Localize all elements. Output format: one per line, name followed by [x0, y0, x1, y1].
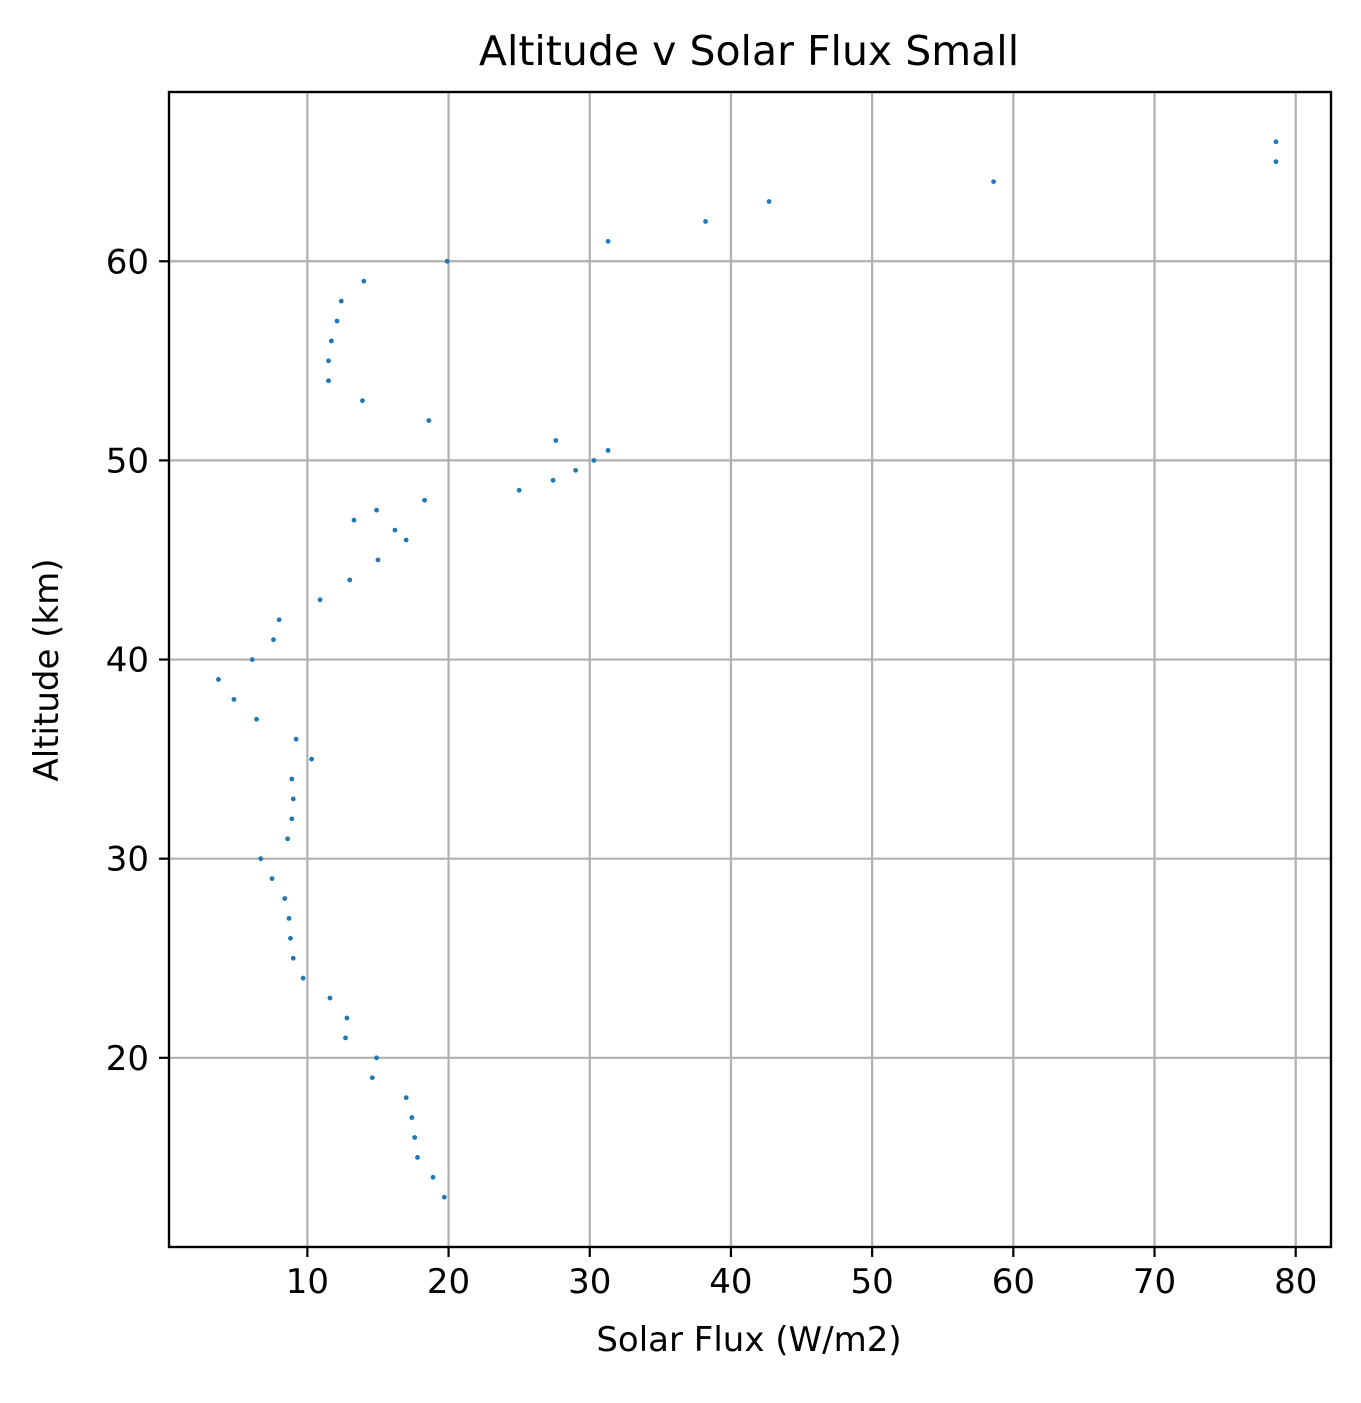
data-point [326, 378, 331, 384]
data-point [249, 657, 255, 662]
data-point [605, 448, 611, 453]
data-point [369, 1075, 375, 1081]
y-tick-label: 30 [106, 840, 149, 880]
data-point [422, 497, 427, 503]
data-point [231, 696, 237, 702]
data-point [293, 736, 299, 742]
grid-lines [169, 92, 1331, 1247]
data-point [766, 199, 772, 204]
data-point [282, 896, 288, 901]
data-point [403, 1095, 409, 1101]
x-tick-label: 10 [286, 1262, 329, 1302]
data-point [269, 876, 275, 881]
axis-ticks: 10 20 30 40 50 60 70 80 20 30 40 50 60 [106, 242, 1318, 1302]
data-point [276, 617, 282, 623]
data-point [392, 527, 398, 533]
data-point [254, 716, 259, 722]
data-point [375, 557, 381, 563]
data-point [550, 477, 556, 483]
y-tick-label: 50 [106, 441, 149, 481]
data-point [300, 975, 306, 981]
data-point [317, 597, 323, 603]
x-tick-label: 70 [1133, 1262, 1176, 1302]
data-point [344, 1015, 350, 1021]
data-point [430, 1174, 436, 1180]
data-point [289, 816, 295, 822]
data-point [334, 318, 340, 324]
plot-frame [167, 90, 1333, 1249]
data-point [290, 955, 296, 961]
data-point [285, 836, 291, 842]
data-point [1273, 139, 1279, 145]
data-point [409, 1115, 415, 1120]
data-point [444, 258, 450, 264]
data-point [415, 1154, 420, 1160]
data-point [991, 179, 996, 185]
data-point [347, 577, 353, 583]
data-points [216, 139, 1279, 1200]
data-point [328, 338, 334, 344]
y-tick-label: 40 [106, 641, 149, 681]
data-point [216, 677, 221, 682]
y-axis-label: Altitude (km) [27, 558, 67, 781]
data-point [326, 358, 331, 364]
x-tick-label: 40 [709, 1262, 752, 1302]
data-point [703, 219, 708, 224]
data-point [1273, 159, 1279, 165]
data-point [412, 1135, 418, 1140]
y-tick-label: 60 [106, 242, 149, 282]
data-point [286, 916, 292, 921]
data-point [258, 856, 264, 862]
data-point [351, 517, 357, 523]
data-point [553, 438, 559, 443]
data-point [605, 238, 611, 244]
chart-title: Altitude v Solar Flux Small [479, 27, 1019, 75]
x-tick-label: 30 [568, 1262, 611, 1302]
x-tick-label: 20 [427, 1262, 470, 1302]
data-point [289, 776, 295, 782]
data-point [343, 1035, 348, 1041]
data-point [290, 796, 296, 802]
data-point [516, 487, 522, 493]
data-point [288, 935, 293, 941]
data-point [361, 278, 367, 284]
x-tick-label: 60 [992, 1262, 1035, 1302]
data-point [327, 995, 333, 1001]
data-point [374, 507, 379, 513]
data-point [338, 298, 344, 304]
data-point [573, 467, 579, 473]
x-tick-label: 80 [1274, 1262, 1317, 1302]
data-point [271, 637, 276, 643]
x-tick-label: 50 [850, 1262, 893, 1302]
x-axis-label: Solar Flux (W/m2) [596, 1320, 901, 1360]
data-point [441, 1194, 447, 1200]
data-point [309, 756, 315, 762]
y-tick-label: 20 [106, 1039, 149, 1079]
data-point [426, 418, 432, 423]
data-point [591, 458, 597, 463]
data-point [403, 537, 409, 543]
data-point [360, 398, 365, 404]
data-point [374, 1055, 379, 1061]
